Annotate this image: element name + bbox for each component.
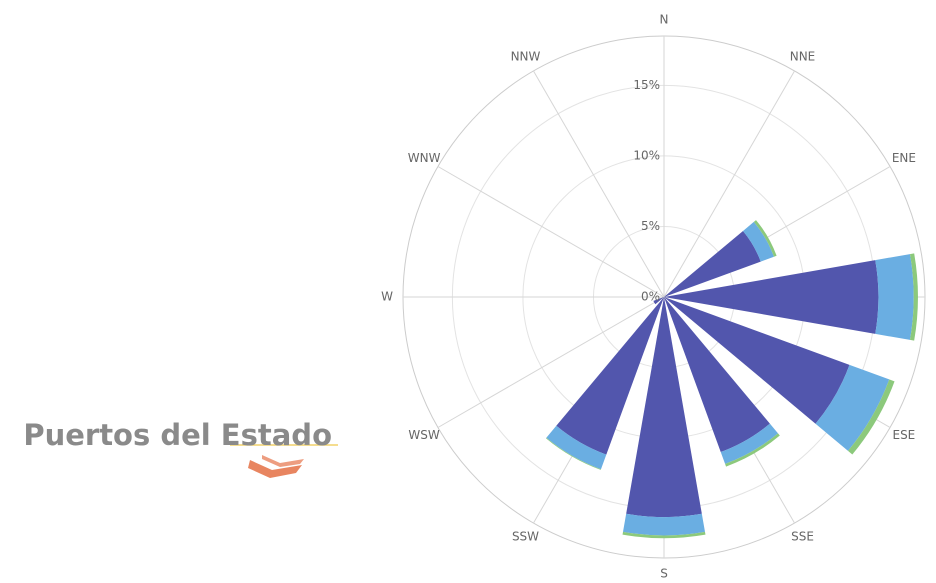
bar-segment — [664, 297, 850, 424]
bar-segment — [909, 253, 918, 341]
direction-label: WSW — [408, 428, 439, 442]
spoke — [533, 70, 665, 298]
bar-segment — [546, 425, 607, 470]
bar-segment — [664, 260, 879, 334]
direction-label: N — [660, 13, 669, 27]
direction-label: W — [381, 290, 393, 304]
direction-label: S — [660, 567, 668, 581]
bar-segment — [664, 230, 761, 297]
bar-segment — [875, 254, 914, 340]
direction-label: SSE — [791, 529, 814, 543]
radial-tick-label: 0% — [641, 290, 660, 304]
bar-segment — [743, 221, 774, 262]
bar-segment — [664, 297, 770, 453]
direction-label: SSW — [512, 529, 539, 543]
bar-segment — [653, 297, 664, 305]
bar-segment — [626, 297, 702, 518]
logo-text: Puertos del Estado — [23, 418, 332, 452]
spoke — [437, 166, 665, 298]
direction-label: ESE — [892, 428, 915, 442]
spoke — [663, 70, 795, 298]
bar-segment — [753, 220, 777, 257]
direction-label: ENE — [892, 151, 916, 165]
radial-tick-label: 10% — [633, 148, 660, 162]
bar-segment — [847, 379, 895, 455]
bar-segment — [622, 531, 706, 539]
bar-segment — [623, 513, 705, 536]
bar-segment — [815, 364, 890, 451]
spoke — [437, 296, 665, 428]
bar-segment — [725, 433, 780, 467]
direction-label: NNW — [511, 50, 541, 64]
radial-tick-label: 15% — [633, 78, 660, 92]
bar-segment — [720, 423, 779, 464]
direction-label: NNE — [790, 50, 816, 64]
direction-label: WNW — [408, 151, 441, 165]
radial-tick-label: 5% — [641, 219, 660, 233]
bar-segment — [556, 297, 664, 455]
logo-icon — [248, 455, 304, 478]
